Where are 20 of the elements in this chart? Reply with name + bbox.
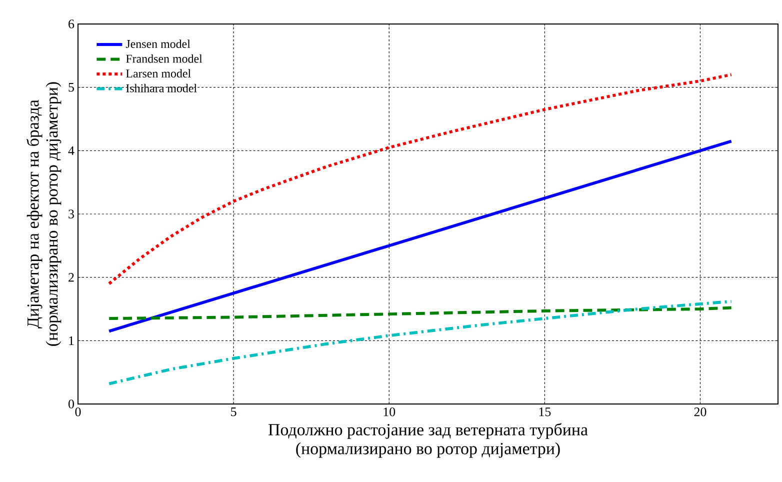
y-tick-label: 0 bbox=[68, 400, 74, 408]
legend-label: Jensen model bbox=[126, 40, 190, 48]
x-tick-label: 15 bbox=[539, 408, 551, 416]
x-tick-label: 5 bbox=[231, 408, 236, 416]
line-series bbox=[108, 306, 733, 320]
x-tick-label: 10 bbox=[384, 408, 396, 416]
x-tick-label: 20 bbox=[694, 408, 706, 416]
legend-label: Ishihara model bbox=[126, 84, 197, 92]
x-axis-title: Подолжно растојание зад ветерната турбина (нормализирано во ротор дијаметри) bbox=[268, 423, 588, 458]
y-tick-label: 4 bbox=[68, 146, 74, 155]
x-tick-label: 0 bbox=[75, 408, 81, 416]
line-series bbox=[108, 300, 733, 386]
y-tick-label: 5 bbox=[68, 83, 74, 92]
legend-label: Frandsen model bbox=[126, 54, 202, 63]
legend-label: Larsen model bbox=[126, 69, 191, 78]
y-tick-label: 1 bbox=[69, 336, 74, 345]
y-tick-label: 6 bbox=[68, 20, 74, 28]
y-tick-label: 2 bbox=[68, 273, 74, 282]
y-axis-title: Дијаметар на ефектот на бразда (нормализирано во ротор дијаметри) bbox=[26, 82, 62, 346]
y-tick-label: 3 bbox=[68, 210, 74, 218]
